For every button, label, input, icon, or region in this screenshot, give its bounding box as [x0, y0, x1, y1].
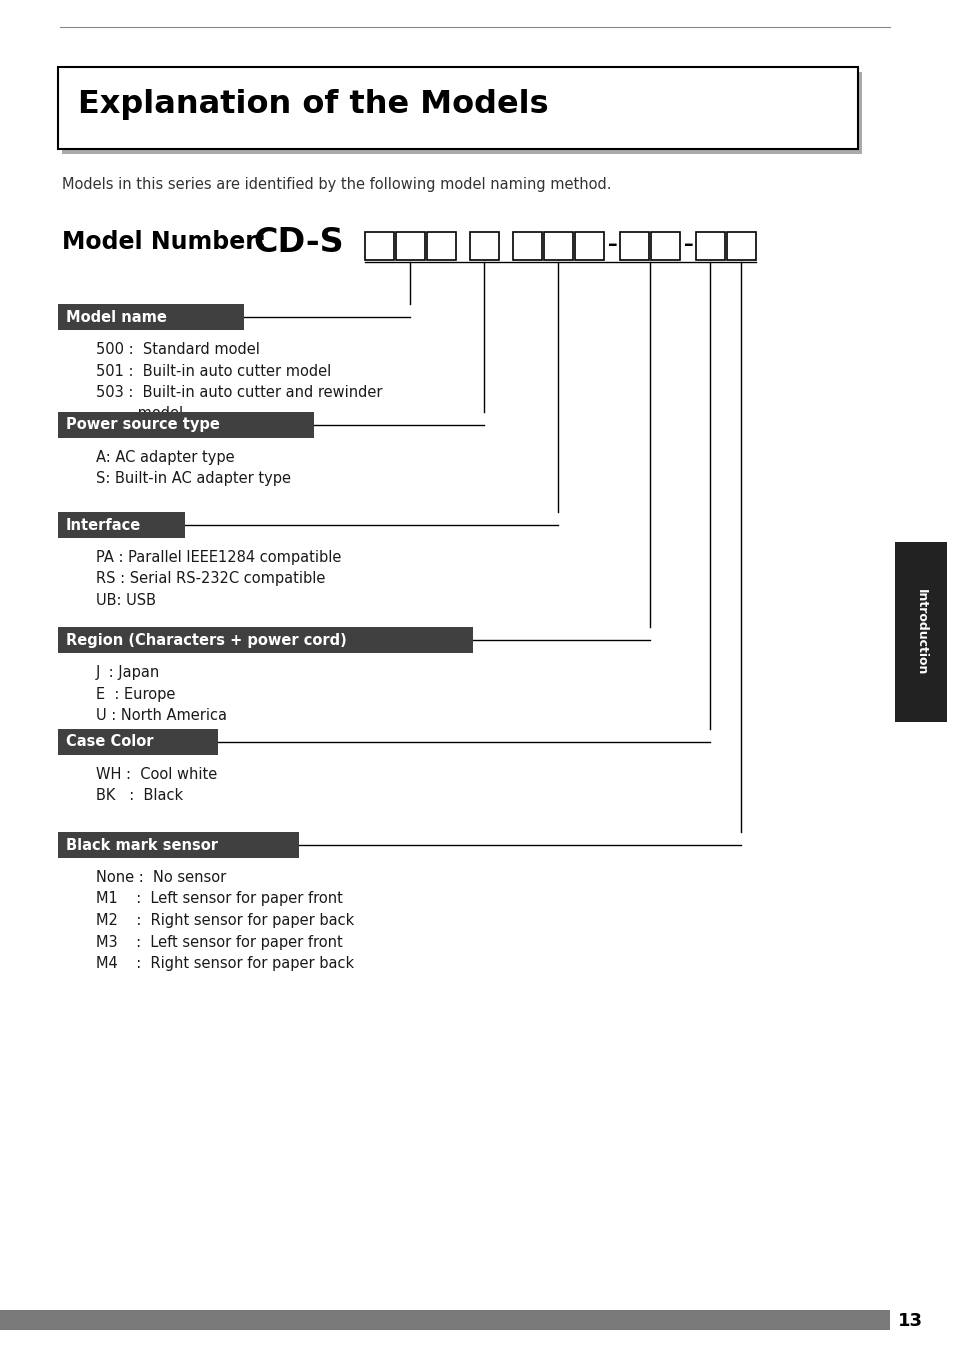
Bar: [543, 233, 573, 260]
Text: Model name: Model name: [66, 310, 167, 324]
Text: model: model: [96, 407, 183, 422]
Text: 501 :  Built-in auto cutter model: 501 : Built-in auto cutter model: [96, 364, 331, 379]
Text: M2    :  Right sensor for paper back: M2 : Right sensor for paper back: [96, 913, 354, 927]
Text: M1    :  Left sensor for paper front: M1 : Left sensor for paper front: [96, 891, 342, 906]
Text: –: –: [683, 234, 693, 254]
Bar: [58, 68, 857, 149]
Text: Power source type: Power source type: [66, 418, 219, 433]
Text: 500 :  Standard model: 500 : Standard model: [96, 342, 259, 357]
Text: Explanation of the Models: Explanation of the Models: [78, 89, 548, 120]
Text: J  : Japan: J : Japan: [96, 665, 160, 680]
Bar: [58, 512, 185, 538]
Text: Introduction: Introduction: [914, 589, 926, 675]
Bar: [726, 233, 755, 260]
Bar: [58, 412, 314, 438]
Text: M4    :  Right sensor for paper back: M4 : Right sensor for paper back: [96, 956, 354, 971]
Bar: [575, 233, 603, 260]
Bar: [58, 729, 218, 754]
Text: Case Color: Case Color: [66, 734, 153, 749]
Bar: [650, 233, 679, 260]
Text: S: Built-in AC adapter type: S: Built-in AC adapter type: [96, 472, 291, 487]
Bar: [58, 831, 299, 859]
Bar: [62, 72, 862, 154]
Text: UB: USB: UB: USB: [96, 594, 156, 608]
Bar: [470, 233, 498, 260]
Bar: [58, 627, 473, 653]
Bar: [513, 233, 541, 260]
Text: WH :  Cool white: WH : Cool white: [96, 767, 217, 781]
Text: 503 :  Built-in auto cutter and rewinder: 503 : Built-in auto cutter and rewinder: [96, 385, 382, 400]
Bar: [427, 233, 456, 260]
Text: RS : Serial RS-232C compatible: RS : Serial RS-232C compatible: [96, 572, 325, 587]
Text: BK   :  Black: BK : Black: [96, 788, 183, 803]
Text: A: AC adapter type: A: AC adapter type: [96, 450, 234, 465]
Bar: [696, 233, 724, 260]
Text: M3    :  Left sensor for paper front: M3 : Left sensor for paper front: [96, 934, 342, 949]
Bar: [365, 233, 394, 260]
Text: Model Number:: Model Number:: [62, 230, 274, 254]
Bar: [894, 542, 946, 722]
Text: Interface: Interface: [66, 518, 141, 533]
Text: E  : Europe: E : Europe: [96, 687, 175, 702]
Bar: [58, 304, 244, 330]
Text: –: –: [607, 234, 617, 254]
Text: U : North America: U : North America: [96, 708, 227, 723]
Text: CD-S: CD-S: [253, 226, 343, 258]
Text: None :  No sensor: None : No sensor: [96, 869, 226, 886]
Text: PA : Parallel IEEE1284 compatible: PA : Parallel IEEE1284 compatible: [96, 550, 341, 565]
Bar: [0, 1310, 889, 1330]
Text: Models in this series are identified by the following model naming method.: Models in this series are identified by …: [62, 177, 611, 192]
Text: Region (Characters + power cord): Region (Characters + power cord): [66, 633, 346, 648]
Bar: [619, 233, 648, 260]
Text: Black mark sensor: Black mark sensor: [66, 837, 218, 853]
Text: 13: 13: [897, 1311, 922, 1330]
Bar: [395, 233, 424, 260]
